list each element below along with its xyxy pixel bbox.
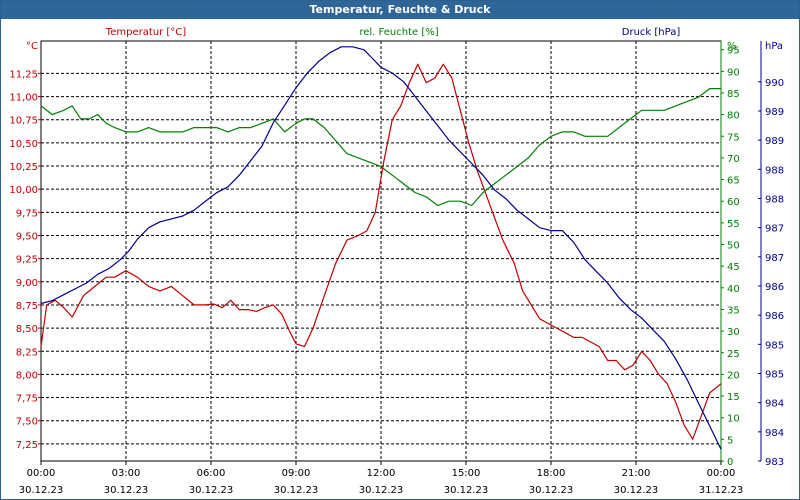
x-tick-label-time: 00:00 [27,468,56,479]
temperature-tick-label: 8,50 [16,324,38,335]
humidity-tick-label: 90 [727,67,740,78]
humidity-series-line [40,87,721,207]
temperature-tick-label: 11,25 [9,69,38,80]
humidity-tick-label: 10 [727,414,740,425]
temperature-series-line [40,63,722,440]
temperature-tick-label: 9,50 [16,231,38,242]
temperature-tick-label: 10,50 [9,139,38,150]
pressure-tick-label: 988 [765,165,784,176]
x-tick-label-date: 30.12.23 [19,485,64,496]
pressure-tick-label: 987 [765,253,784,264]
pressure-tick-label: 987 [765,224,784,235]
x-tick-label-date: 30.12.23 [444,485,489,496]
temperature-tick-label: 9,75 [16,208,38,219]
x-tick-label-date: 30.12.23 [189,485,234,496]
x-tick-label-time: 00:00 [707,468,736,479]
x-tick-label-time: 12:00 [367,468,396,479]
humidity-tick-label: 40 [727,284,740,295]
humidity-tick-label: 80 [727,111,740,122]
pressure-tick-label: 989 [765,136,784,147]
x-tick-label-date: 30.12.23 [104,485,149,496]
temperature-tick-label: 8,25 [16,347,38,358]
pressure-tick-label: 986 [765,282,784,293]
temperature-tick-label: 10,25 [9,162,38,173]
humidity-unit-label: % [727,41,737,52]
temperature-axis-title: Temperatur [°C] [105,27,186,38]
humidity-tick-label: 20 [727,370,740,381]
x-tick-label-date: 30.12.23 [359,485,404,496]
temperature-tick-label: 9,00 [16,278,38,289]
window-title: Temperatur, Feuchte & Druck [1,1,799,19]
humidity-tick-label: 35 [727,305,740,316]
x-tick-label-time: 09:00 [282,468,311,479]
pressure-tick-label: 985 [765,340,784,351]
x-tick-label-time: 06:00 [197,468,226,479]
pressure-axis-title: Druck [hPa] [622,27,681,38]
pressure-tick-label: 988 [765,195,784,206]
pressure-tick-label: 984 [765,428,784,439]
humidity-tick-label: 5 [727,435,733,446]
x-tick-label-date: 30.12.23 [529,485,574,496]
temperature-tick-label: 8,00 [16,370,38,381]
temperature-tick-label: 7,75 [16,394,38,405]
temperature-unit-label: °C [26,41,38,52]
pressure-tick-label: 983 [765,457,784,468]
humidity-tick-label: 95 [727,46,740,57]
humidity-tick-label: 15 [727,392,740,403]
humidity-tick-label: 50 [727,241,740,252]
temperature-tick-label: 10,00 [9,185,38,196]
x-tick-label-date: 30.12.23 [274,485,319,496]
humidity-tick-label: 65 [727,176,740,187]
pressure-tick-label: 990 [765,78,784,89]
pressure-tick-label: 984 [765,399,784,410]
x-tick-label-date: 30.12.23 [614,485,659,496]
pressure-unit-label: hPa [765,41,783,52]
pressure-tick-label: 985 [765,370,784,381]
humidity-tick-label: 30 [727,327,740,338]
temperature-tick-label: 9,25 [16,255,38,266]
x-tick-label-time: 03:00 [112,468,141,479]
humidity-tick-label: 85 [727,89,740,100]
humidity-axis-title: rel. Feuchte [%] [359,27,438,38]
humidity-tick-label: 70 [727,154,740,165]
x-tick-label-time: 15:00 [452,468,481,479]
temperature-tick-label: 8,75 [16,301,38,312]
humidity-tick-label: 75 [727,132,740,143]
temperature-tick-label: 7,25 [16,440,38,451]
humidity-tick-label: 0 [727,457,733,468]
x-tick-label-date: 31.12.23 [699,485,744,496]
pressure-series-line [40,46,722,450]
temperature-tick-label: 11,00 [9,93,38,104]
humidity-tick-label: 45 [727,262,740,273]
humidity-tick-label: 60 [727,197,740,208]
temperature-tick-label: 10,75 [9,116,38,127]
temperature-tick-label: 7,50 [16,417,38,428]
pressure-tick-label: 989 [765,107,784,118]
x-tick-label-time: 18:00 [537,468,566,479]
x-tick-label-time: 21:00 [622,468,651,479]
humidity-tick-label: 25 [727,349,740,360]
humidity-tick-label: 55 [727,219,740,230]
pressure-tick-label: 986 [765,311,784,322]
